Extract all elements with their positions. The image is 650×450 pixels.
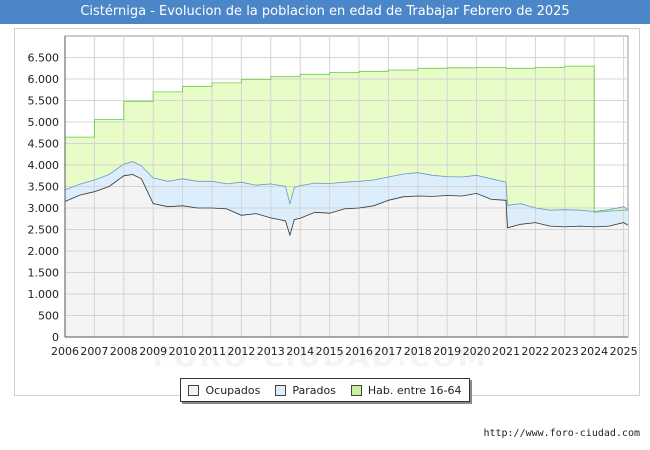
y-tick-label: 6.000 xyxy=(28,73,60,86)
x-tick-label: 2025 xyxy=(610,345,638,358)
y-tick-label: 3.500 xyxy=(28,181,60,194)
legend: Ocupados Parados Hab. entre 16-64 xyxy=(180,378,470,402)
y-tick-label: 4.500 xyxy=(28,138,60,151)
legend-swatch-ocupados xyxy=(188,384,200,396)
legend-item-ocupados: Ocupados xyxy=(188,384,260,397)
x-tick-label: 2024 xyxy=(580,345,608,358)
x-tick-label: 2012 xyxy=(227,345,255,358)
y-tick-label: 0 xyxy=(52,331,59,344)
x-tick-label: 2017 xyxy=(374,345,402,358)
line-ocupados xyxy=(64,174,629,237)
x-tick-label: 2008 xyxy=(110,345,138,358)
legend-label-parados: Parados xyxy=(292,383,336,397)
y-tick-label: 6.500 xyxy=(28,52,60,65)
line-hab-entre-16-64 xyxy=(65,65,628,213)
x-tick-label: 2023 xyxy=(551,345,579,358)
x-tick-label: 2009 xyxy=(139,345,167,358)
x-tick-label: 2006 xyxy=(51,345,79,358)
y-tick-label: 5.000 xyxy=(28,116,60,129)
legend-swatch-parados xyxy=(275,384,287,396)
x-tick-label: 2016 xyxy=(345,345,373,358)
legend-item-parados: Parados xyxy=(275,384,336,397)
x-tick-label: 2019 xyxy=(433,345,461,358)
x-tick-label: 2014 xyxy=(286,345,314,358)
line-parados xyxy=(64,161,629,212)
legend-label-habitantes: Hab. entre 16-64 xyxy=(367,383,462,397)
x-tick-label: 2013 xyxy=(257,345,285,358)
y-tick-label: 500 xyxy=(38,310,59,323)
x-tick-label: 2020 xyxy=(463,345,491,358)
x-tick-label: 2010 xyxy=(169,345,197,358)
x-tick-label: 2015 xyxy=(316,345,344,358)
x-tick-label: 2011 xyxy=(198,345,226,358)
legend-swatch-habitantes xyxy=(350,384,362,396)
y-tick-label: 1.000 xyxy=(28,288,60,301)
watermark: FORO-CIUDAD.COM xyxy=(130,340,510,373)
source-url: http://www.foro-ciudad.com xyxy=(483,428,640,439)
x-tick-label: 2022 xyxy=(521,345,549,358)
x-tick-label: 2021 xyxy=(492,345,520,358)
x-tick-label: 2018 xyxy=(404,345,432,358)
y-tick-label: 4.000 xyxy=(28,159,60,172)
y-tick-label: 5.500 xyxy=(28,95,60,108)
x-tick-label: 2007 xyxy=(80,345,108,358)
chart-title: Cistérniga - Evolucion de la poblacion e… xyxy=(0,0,650,24)
legend-label-ocupados: Ocupados xyxy=(205,383,261,397)
y-tick-label: 2.000 xyxy=(28,245,60,258)
legend-item-habitantes: Hab. entre 16-64 xyxy=(350,383,462,397)
area-ocupados xyxy=(65,174,628,337)
y-tick-label: 2.500 xyxy=(28,224,60,237)
y-tick-label: 3.000 xyxy=(28,202,60,215)
y-tick-label: 1.500 xyxy=(28,267,60,280)
